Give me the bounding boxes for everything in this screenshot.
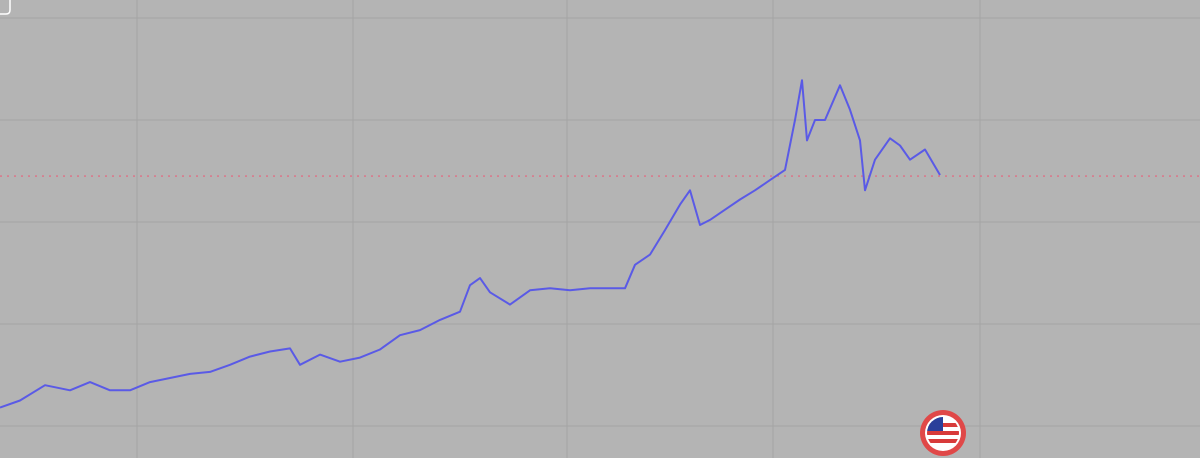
flag-icon[interactable] — [920, 410, 966, 456]
price-line — [0, 79, 941, 409]
corner-frame — [0, 0, 11, 15]
plot — [0, 79, 1200, 409]
